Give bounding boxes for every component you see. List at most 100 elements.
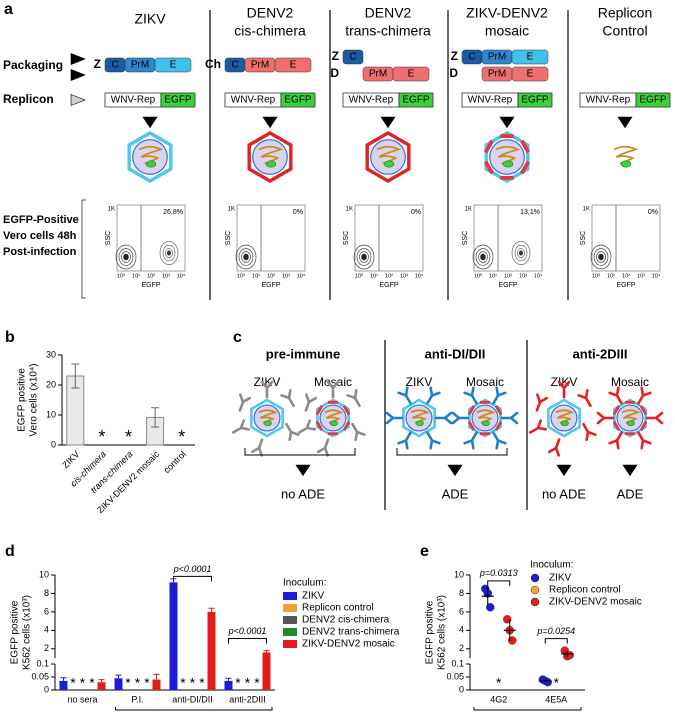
y-tick-label: 10 <box>454 569 464 579</box>
bar <box>207 611 216 690</box>
antibody <box>557 380 571 399</box>
y-tick-label: 0.1 <box>451 658 464 668</box>
mosaic-patch <box>327 400 339 404</box>
y-tick-label: 0.05 <box>446 671 464 681</box>
contour <box>243 253 249 261</box>
y-axis-label: Vero cells (x10⁴) <box>29 363 40 436</box>
flow-tick: 10⁰ <box>474 272 483 279</box>
flow-tick: 1K <box>228 207 235 213</box>
y-tick-label: 0 <box>51 439 56 449</box>
contour <box>593 248 609 266</box>
mosaic-patch <box>494 405 503 416</box>
x-tick-label: anti-DI/DII <box>172 694 213 704</box>
panel-label: b <box>5 329 15 346</box>
arrowhead <box>295 464 311 477</box>
gene-label: E <box>527 69 534 80</box>
gene-box <box>511 49 549 65</box>
error-bar <box>263 650 270 653</box>
legend-swatch <box>283 592 297 600</box>
contour <box>165 248 173 258</box>
rna <box>613 145 639 165</box>
rna <box>555 409 575 424</box>
antibody <box>535 393 549 412</box>
antibody <box>577 389 592 408</box>
contour <box>361 253 367 261</box>
error-bar <box>98 679 105 683</box>
sig-bracket <box>487 580 511 586</box>
bar <box>169 582 178 690</box>
y-tick-label: 6 <box>459 606 464 616</box>
y-axis-label: EGFP positive <box>17 368 28 432</box>
packaging-prefix: D <box>330 66 339 80</box>
flow-tick: 10³ <box>162 273 170 279</box>
flow-tick: 10³ <box>282 273 290 279</box>
antibody <box>608 431 623 450</box>
egfp-blob <box>502 160 514 168</box>
y-tick-label: 0 <box>459 684 464 694</box>
contour <box>115 244 137 270</box>
egfp-blob <box>265 160 277 168</box>
legend-swatch <box>283 628 297 636</box>
contour <box>356 248 372 266</box>
mosaic-patch <box>494 420 503 431</box>
outcome: ADE <box>617 486 644 501</box>
legend-label: ZIKV-DENV2 mosaic <box>302 639 395 650</box>
antibody <box>351 422 366 441</box>
antibody <box>397 431 412 450</box>
condition-title: anti-2DIII <box>573 346 628 361</box>
mosaic-patch <box>639 420 648 431</box>
legend-title: Inoculum: <box>530 560 573 571</box>
row-label: EGFP-Positive <box>3 214 79 226</box>
mosaic-patch <box>342 420 351 431</box>
zero-marker: * <box>245 675 251 691</box>
outcome: no ADE <box>281 486 325 501</box>
mosaic-patch <box>315 405 324 416</box>
flow-tick: 10⁴ <box>534 272 543 279</box>
antibody <box>637 431 652 450</box>
replicon-label: EGFP <box>521 95 549 106</box>
flow-tick: 10² <box>622 273 630 279</box>
flow-tick: 10⁰ <box>237 272 246 279</box>
arrowhead <box>142 116 158 129</box>
flow-tick: 10² <box>267 273 275 279</box>
flow-tick: 10⁰ <box>592 272 601 279</box>
rna <box>258 145 284 165</box>
flow-tick: 1K <box>346 207 353 213</box>
virus-label: Mosaic <box>314 375 352 389</box>
replicon-label: WNV-Rep <box>586 95 631 106</box>
legend-swatch <box>530 585 540 595</box>
replicon-label: WNV-Rep <box>231 95 276 106</box>
mosaic-patch <box>500 175 514 180</box>
flow-tick: 1K <box>583 207 590 213</box>
flow-tick: 10¹ <box>607 273 615 279</box>
rna <box>495 145 521 165</box>
gene-label: PrM <box>131 60 149 71</box>
flow-plot <box>473 204 543 272</box>
x-tick-label: P.I. <box>131 694 143 704</box>
zero-marker: * <box>178 427 185 447</box>
annotation: p<0.0001 <box>228 626 267 636</box>
gene-label: C <box>111 60 118 71</box>
antibody <box>397 386 412 405</box>
y-tick-label: 10 <box>39 569 49 579</box>
column-title: ZIKV-DENV2 <box>466 5 548 21</box>
contour <box>472 244 494 270</box>
contour <box>518 250 524 256</box>
contour <box>235 244 257 270</box>
bar <box>59 680 68 690</box>
error-bar <box>71 376 80 389</box>
gene-label: PrM <box>488 52 506 63</box>
mosaic-patch <box>479 400 491 404</box>
virus-label: ZIKV <box>254 375 281 389</box>
antibody <box>280 389 295 408</box>
rna <box>476 409 496 424</box>
antibody <box>547 438 561 457</box>
flow-tick: 10⁴ <box>297 272 306 279</box>
gene-box <box>342 49 364 65</box>
flow-plot <box>116 204 186 272</box>
arrowhead <box>622 464 638 477</box>
arrowhead <box>499 116 515 129</box>
antibody <box>297 419 316 434</box>
rna <box>376 145 402 165</box>
contour <box>590 244 612 270</box>
